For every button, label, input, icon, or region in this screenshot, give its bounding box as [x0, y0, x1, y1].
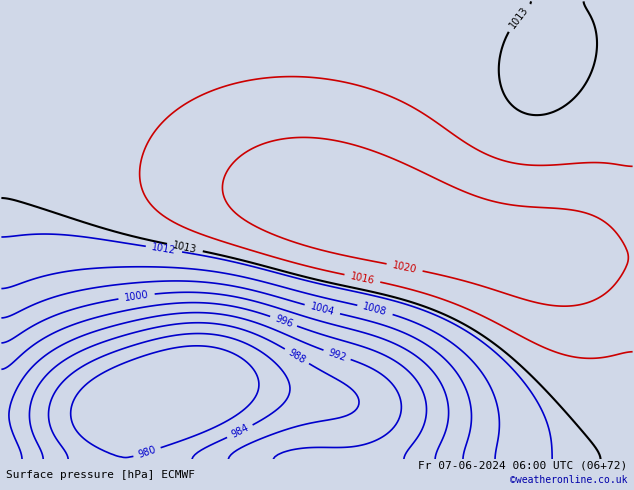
- Text: Fr 07-06-2024 06:00 UTC (06+72): Fr 07-06-2024 06:00 UTC (06+72): [418, 461, 628, 470]
- Text: ©weatheronline.co.uk: ©weatheronline.co.uk: [510, 475, 628, 485]
- Text: 1020: 1020: [392, 260, 418, 275]
- Text: 988: 988: [287, 347, 307, 366]
- Text: 980: 980: [137, 444, 157, 460]
- Text: 1013: 1013: [508, 5, 530, 30]
- Text: Surface pressure [hPa] ECMWF: Surface pressure [hPa] ECMWF: [6, 470, 195, 480]
- Text: 1008: 1008: [362, 301, 388, 318]
- Text: 1000: 1000: [124, 290, 150, 303]
- Text: 984: 984: [230, 423, 250, 440]
- Text: 996: 996: [273, 313, 294, 329]
- Text: 1004: 1004: [309, 301, 335, 318]
- Text: 1016: 1016: [349, 271, 375, 286]
- Text: 1012: 1012: [151, 242, 177, 256]
- Text: 1013: 1013: [172, 240, 198, 255]
- Text: 992: 992: [327, 347, 347, 363]
